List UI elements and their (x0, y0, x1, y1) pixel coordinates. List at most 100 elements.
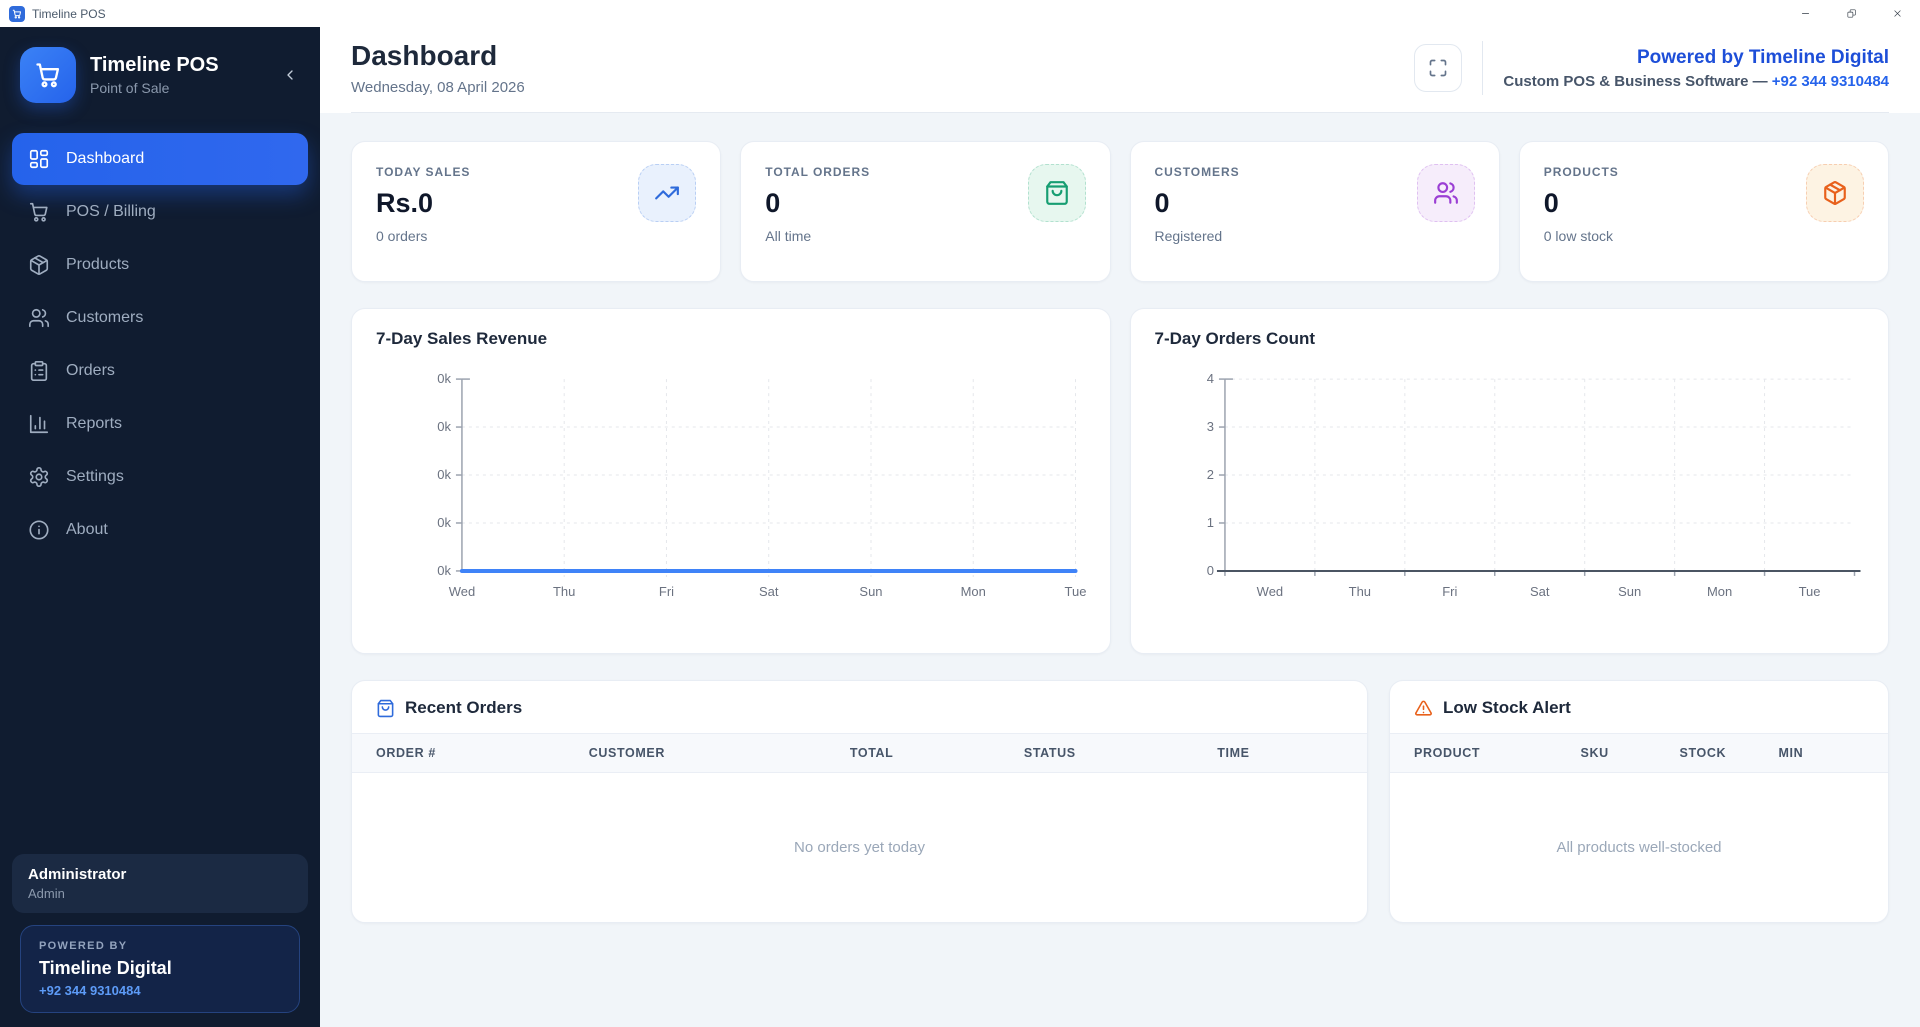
page-header-left: Dashboard Wednesday, 08 April 2026 (351, 40, 525, 96)
sidebar-item-label: Settings (66, 468, 124, 485)
sidebar-item-orders[interactable]: Orders (12, 345, 308, 397)
info-icon (28, 519, 50, 541)
svg-text:Tue: Tue (1065, 584, 1086, 599)
sidebar-item-customers[interactable]: Customers (12, 292, 308, 344)
titlebar: Timeline POS (0, 0, 1920, 27)
recent-orders-header-row: ORDER # CUSTOMER TOTAL STATUS TIME (352, 733, 1367, 773)
header-brand-subtitle: Custom POS & Business Software — +92 344… (1503, 73, 1889, 90)
column-header-stock: STOCK (1679, 746, 1727, 760)
chevron-left-icon (282, 67, 298, 83)
sidebar-item-dashboard[interactable]: Dashboard (12, 133, 308, 185)
stat-value: Rs.0 (376, 188, 434, 218)
orders-count-card: 7-Day Orders Count 0 1 2 3 4 Wed Thu Fri Sat Sun M… (1129, 308, 1889, 654)
sales-revenue-card: 7-Day Sales Revenue 0k 0k 0k 0k 0k Wed Thu Fri S… (351, 308, 1111, 654)
charts-row: 7-Day Sales Revenue 0k 0k 0k 0k 0k Wed Thu Fri S… (351, 308, 1889, 654)
shopping-bag-icon (376, 699, 395, 718)
stat-label: CUSTOMERS (1154, 165, 1240, 179)
stat-icon-tile (1806, 164, 1864, 222)
svg-text:2: 2 (1206, 467, 1213, 482)
page-date: Wednesday, 08 April 2026 (351, 79, 525, 96)
sidebar-item-label: POS / Billing (66, 203, 156, 220)
sidebar-nav: Dashboard POS / Billing Products Custome… (0, 119, 320, 854)
svg-text:0k: 0k (437, 419, 451, 434)
user-name: Administrator (28, 866, 127, 883)
header-brand: Powered by Timeline Digital Custom POS &… (1503, 47, 1889, 90)
svg-text:Sun: Sun (1618, 584, 1641, 599)
sidebar-item-label: About (66, 521, 108, 538)
sidebar-item-label: Dashboard (66, 150, 145, 167)
svg-text:0k: 0k (437, 515, 451, 530)
stat-value: 0 (1154, 188, 1170, 218)
dashboard-icon (28, 148, 50, 170)
sidebar-item-products[interactable]: Products (12, 239, 308, 291)
dashboard-content: TODAY SALES Rs.0 0 orders TOTAL ORDERS 0… (320, 113, 1920, 1027)
brand-name: Timeline POS (90, 54, 219, 77)
sidebar: Timeline POS Point of Sale Dashboard POS… (0, 27, 320, 1027)
stat-sub: Registered (1154, 228, 1223, 244)
stat-label: TOTAL ORDERS (765, 165, 871, 179)
window-title: Timeline POS (32, 6, 106, 21)
column-header-total: TOTAL (849, 746, 894, 760)
sales-revenue-chart: 0k 0k 0k 0k 0k Wed Thu Fri Sat Sun Mon Tue (376, 359, 1086, 633)
brand-subtitle: Point of Sale (90, 80, 170, 97)
stat-sub: 0 low stock (1543, 228, 1613, 244)
chart-title: 7-Day Sales Revenue (376, 329, 548, 348)
stat-card-customers: CUSTOMERS 0 Registered (1129, 141, 1500, 282)
brand: Timeline POS Point of Sale (0, 27, 320, 119)
alert-triangle-icon (1414, 699, 1433, 718)
low-stock-card: Low Stock Alert PRODUCT SKU STOCK MIN Al… (1389, 680, 1889, 923)
chart-title: 7-Day Orders Count (1154, 329, 1316, 348)
app-body: Timeline POS Point of Sale Dashboard POS… (0, 27, 1920, 1027)
page-header: Dashboard Wednesday, 08 April 2026 Power… (320, 27, 1920, 113)
maximize-button[interactable] (1828, 0, 1874, 27)
sidebar-item-about[interactable]: About (12, 504, 308, 556)
sidebar-item-pos-billing[interactable]: POS / Billing (12, 186, 308, 238)
collapse-sidebar-button[interactable] (276, 61, 304, 89)
stat-icon-tile (1027, 164, 1086, 222)
user-card[interactable]: Administrator Admin (12, 854, 308, 913)
sidebar-item-label: Customers (66, 309, 144, 326)
sidebar-item-label: Products (66, 256, 130, 273)
users-icon (1433, 180, 1459, 206)
low-stock-empty-state: All products well-stocked (1556, 839, 1722, 856)
recent-orders-title: Recent Orders (405, 698, 523, 717)
svg-text:Thu: Thu (1348, 584, 1370, 599)
main-area: Dashboard Wednesday, 08 April 2026 Power… (320, 27, 1920, 1027)
brand-logo (20, 47, 76, 103)
svg-text:1: 1 (1206, 515, 1213, 530)
stat-sub: 0 orders (376, 228, 428, 244)
page-header-right: Powered by Timeline Digital Custom POS &… (1414, 41, 1889, 95)
app-icon (9, 5, 25, 22)
minimize-button[interactable] (1782, 0, 1828, 27)
svg-text:Mon: Mon (961, 584, 986, 599)
sidebar-item-label: Reports (66, 415, 123, 432)
fullscreen-button[interactable] (1414, 44, 1463, 92)
close-button[interactable] (1874, 0, 1920, 27)
powered-by-company: Timeline Digital (39, 958, 172, 978)
stats-row: TODAY SALES Rs.0 0 orders TOTAL ORDERS 0… (351, 141, 1889, 282)
svg-text:Fri: Fri (659, 584, 674, 599)
package-icon (28, 254, 50, 276)
svg-text:3: 3 (1206, 419, 1213, 434)
maximize-icon (1428, 58, 1448, 78)
svg-text:Sat: Sat (1529, 584, 1549, 599)
header-brand-subtitle-text: Custom POS & Business Software — (1503, 72, 1772, 90)
users-icon (28, 307, 50, 329)
tables-row: Recent Orders ORDER # CUSTOMER TOTAL STA… (351, 680, 1889, 923)
recent-orders-card: Recent Orders ORDER # CUSTOMER TOTAL STA… (351, 680, 1368, 923)
powered-by-label: POWERED BY (39, 940, 128, 952)
titlebar-left: Timeline POS (0, 5, 1782, 22)
recent-orders-empty-state: No orders yet today (794, 839, 925, 856)
column-header-status: STATUS (1023, 746, 1076, 760)
stat-value: 0 (765, 188, 781, 218)
cart-icon (28, 201, 50, 223)
sidebar-item-reports[interactable]: Reports (12, 398, 308, 450)
stat-card-products: PRODUCTS 0 0 low stock (1518, 141, 1889, 282)
bar-chart-icon (28, 413, 50, 435)
svg-text:0k: 0k (437, 467, 451, 482)
header-divider (1482, 41, 1484, 95)
cart-icon (34, 61, 62, 89)
package-icon (1822, 180, 1848, 206)
sidebar-item-settings[interactable]: Settings (12, 451, 308, 503)
stat-card-total-orders: TOTAL ORDERS 0 All time (740, 141, 1111, 282)
